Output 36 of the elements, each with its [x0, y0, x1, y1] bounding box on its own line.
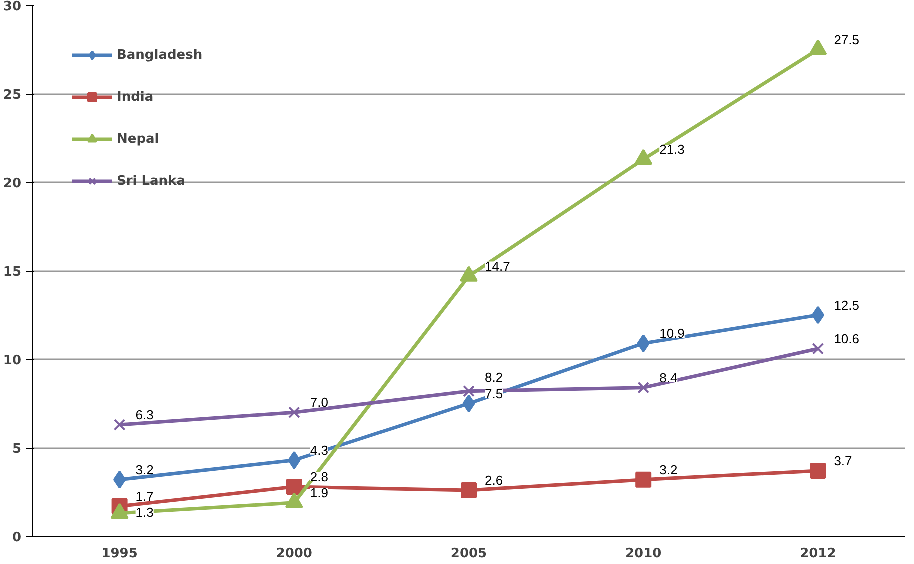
data-label: 8.2	[485, 370, 504, 385]
data-label: 1.9	[310, 485, 328, 500]
y-tick-label: 0	[12, 530, 22, 546]
data-label: 1.7	[136, 488, 154, 504]
data-label: 21.3	[660, 142, 685, 157]
data-label: 3.2	[136, 462, 154, 478]
y-tick-label: 5	[12, 442, 22, 457]
data-label: 14.7	[485, 258, 510, 274]
data-label: 10.6	[834, 331, 860, 346]
x-tick-label: 2005	[450, 546, 488, 562]
y-tick-label: 20	[3, 176, 22, 192]
data-label: 27.5	[834, 32, 860, 48]
data-label: 7.5	[485, 386, 504, 402]
x-tick-label: 1995	[102, 546, 138, 562]
data-label: 8.4	[660, 370, 678, 386]
y-tick-label: 25	[3, 88, 22, 103]
data-label: 2.8	[310, 469, 328, 484]
data-label: 10.9	[660, 326, 685, 342]
legend-label: Sri Lanka	[117, 174, 186, 188]
y-tick-label: 15	[3, 265, 22, 280]
x-tick-label: 2010	[626, 546, 662, 562]
legend-label: Nepal	[117, 132, 160, 146]
data-label: 3.7	[834, 454, 852, 469]
legend-label: India	[117, 90, 154, 104]
data-label: 1.3	[136, 505, 154, 520]
y-tick-label: 30	[3, 0, 22, 14]
data-label: 3.2	[660, 462, 678, 478]
y-tick-label: 10	[3, 354, 22, 368]
data-label: 12.5	[834, 298, 860, 313]
legend-label: Bangladesh	[117, 48, 203, 62]
data-label: 2.6	[485, 472, 504, 488]
data-label: 4.3	[310, 442, 328, 458]
x-tick-label: 2000	[276, 546, 312, 562]
data-label: 7.0	[310, 395, 328, 410]
data-label: 6.3	[136, 407, 154, 422]
x-tick-label: 2012	[800, 546, 836, 562]
